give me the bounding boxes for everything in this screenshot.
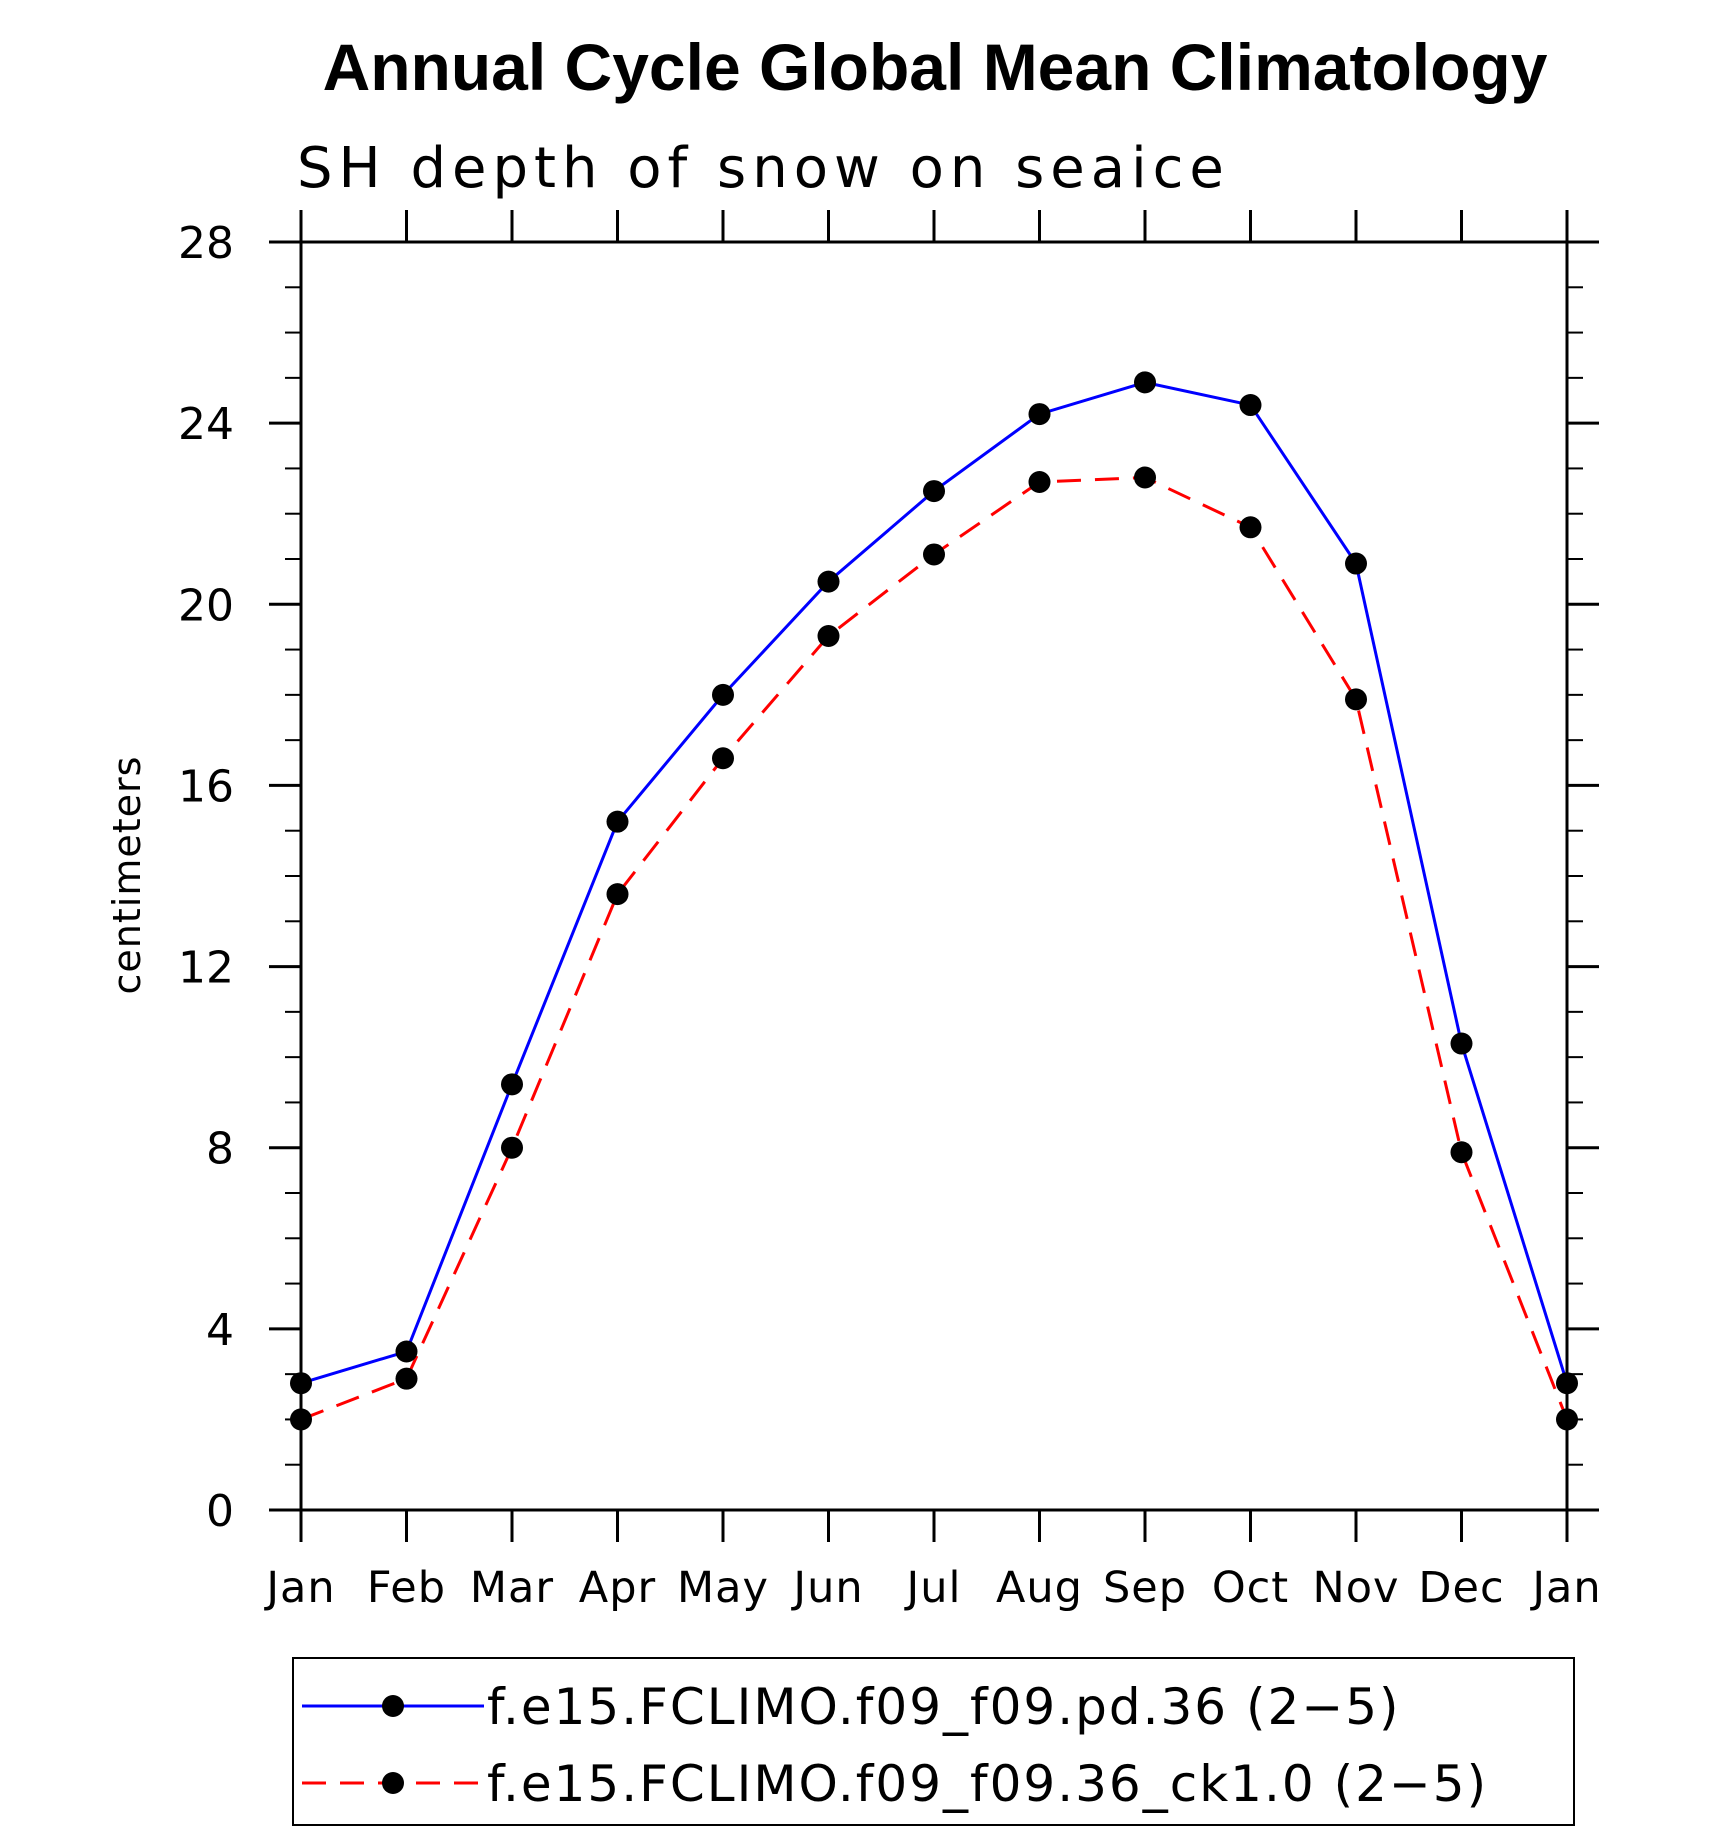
data-point-series-1 <box>501 1073 523 1096</box>
series-markers <box>290 371 1578 1431</box>
y-tick-label: 24 <box>178 399 234 450</box>
data-point-series-1 <box>395 1340 418 1363</box>
data-point-series-2 <box>1345 688 1367 711</box>
data-point-series-2 <box>1450 1141 1473 1164</box>
y-tick-label: 20 <box>178 580 234 631</box>
series-lines <box>300 380 1569 1421</box>
series-line-1 <box>300 380 1569 1385</box>
legend-marker-series-1 <box>382 1695 404 1717</box>
data-point-series-2 <box>1028 471 1051 494</box>
tick-labels: 0 4 8 12 16 20 24 28 Jan Feb Mar Apr May Jun Jul Aug Sep… <box>178 218 1601 1613</box>
data-point-series-2 <box>1239 516 1262 539</box>
legend: f.e15.FCLIMO.f09_f09.pd.36 (2−5) f.e15.F… <box>292 1657 1575 1826</box>
legend-marker-series-2 <box>382 1772 404 1794</box>
x-tick-label: Sep <box>1103 1563 1187 1613</box>
data-point-series-1 <box>1134 371 1156 394</box>
y-tick-label: 4 <box>206 1305 234 1356</box>
data-point-series-2 <box>501 1136 523 1159</box>
y-tick-label: 0 <box>206 1486 234 1537</box>
data-point-series-2 <box>712 747 734 770</box>
data-point-series-1 <box>1450 1032 1473 1055</box>
data-point-series-1 <box>1028 403 1051 426</box>
data-point-series-1 <box>712 683 734 706</box>
legend-label-series-1: f.e15.FCLIMO.f09_f09.pd.36 (2−5) <box>487 1678 1401 1736</box>
data-point-series-1 <box>817 570 840 593</box>
data-point-series-2 <box>606 883 629 906</box>
x-tick-label: Oct <box>1212 1563 1289 1613</box>
x-tick-label: May <box>677 1563 769 1613</box>
data-point-series-2 <box>817 624 840 647</box>
x-tick-label: Jul <box>904 1563 962 1613</box>
chart-subtitle: SH depth of snow on seaice <box>297 136 1230 201</box>
x-tick-label: Mar <box>470 1563 554 1613</box>
data-point-series-2 <box>923 543 945 566</box>
y-tick-label: 16 <box>178 761 234 812</box>
plot-frame <box>299 240 1569 1512</box>
x-tick-label: Aug <box>996 1563 1083 1613</box>
legend-label-series-2: f.e15.FCLIMO.f09_f09.36_ck1.0 (2−5) <box>487 1755 1488 1813</box>
x-tick-label: Apr <box>579 1563 656 1613</box>
x-tick-label: Jan <box>263 1563 335 1613</box>
data-point-series-1 <box>606 810 629 833</box>
y-tick-label: 28 <box>178 218 234 269</box>
data-point-series-2 <box>395 1367 418 1390</box>
legend-box <box>292 1657 1575 1826</box>
y-tick-label: 8 <box>206 1124 234 1175</box>
x-tick-label: Jun <box>790 1563 863 1613</box>
axis-ticks <box>269 210 1599 1542</box>
x-tick-label: Nov <box>1313 1563 1400 1613</box>
data-point-series-2 <box>1134 466 1156 489</box>
x-tick-label: Dec <box>1418 1563 1504 1613</box>
data-point-series-1 <box>1345 552 1367 575</box>
data-point-series-1 <box>923 480 945 503</box>
data-point-series-1 <box>1239 394 1262 417</box>
x-tick-label: Jan <box>1529 1563 1601 1613</box>
x-tick-label: Feb <box>367 1563 446 1613</box>
y-axis-label: centimeters <box>105 756 149 995</box>
y-tick-label: 12 <box>178 943 234 994</box>
chart-title: Annual Cycle Global Mean Climatology <box>323 30 1548 104</box>
series-line-2 <box>300 475 1569 1421</box>
